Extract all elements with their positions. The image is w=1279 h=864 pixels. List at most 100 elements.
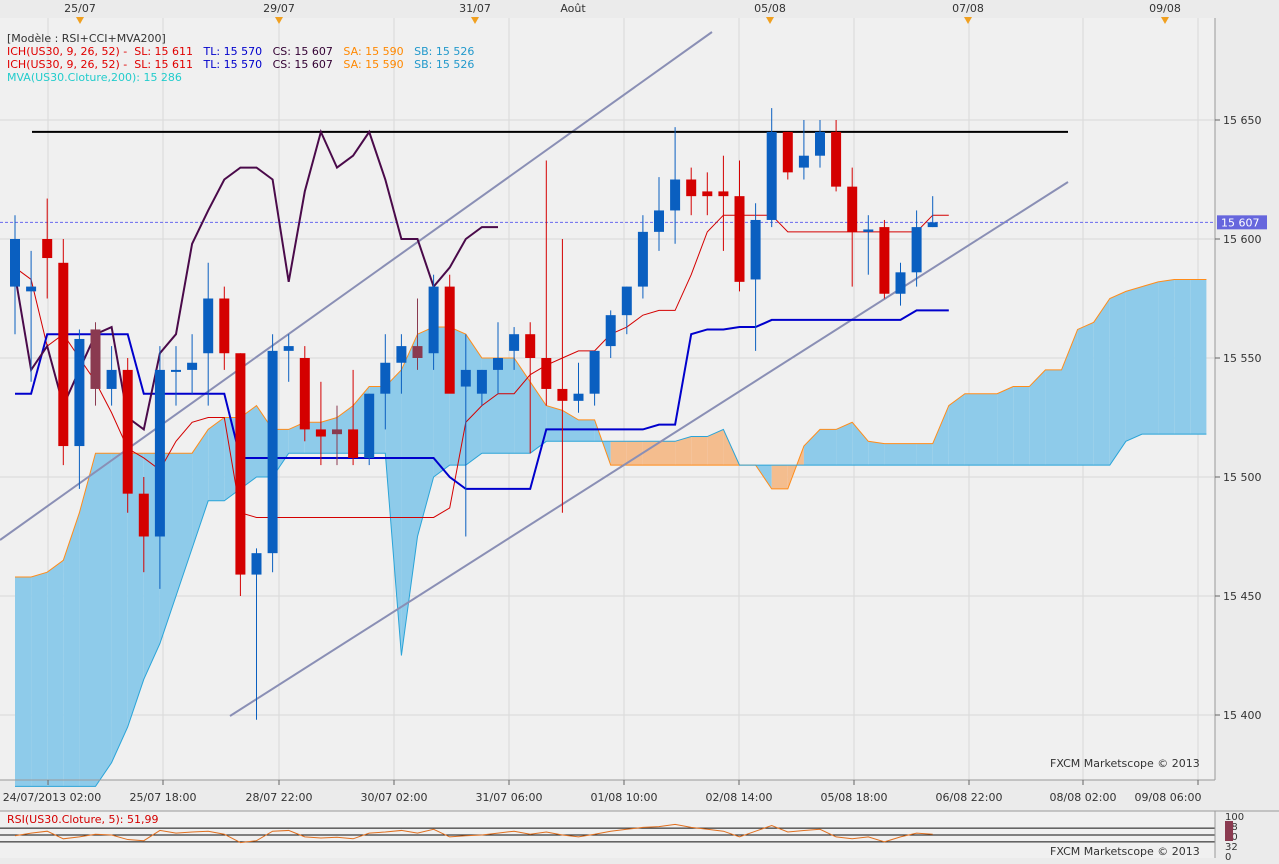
candle-body (364, 393, 375, 458)
candle-body (509, 334, 520, 351)
kumo-segment (1045, 369, 1062, 466)
x-tick-label: 09/08 06:00 (1135, 791, 1202, 804)
indicator-legend: [Modèle : RSI+CCI+MVA200] ICH(US30, 9, 2… (7, 32, 474, 84)
kumo-segment (803, 429, 820, 466)
kumo-segment (47, 560, 64, 787)
candle-body (782, 131, 793, 173)
legend-model: [Modèle : RSI+CCI+MVA200] (7, 32, 166, 45)
y-tick-label: 15 650 (1223, 114, 1262, 127)
date-marker (76, 17, 84, 24)
candle-body (493, 358, 503, 370)
date-marker (275, 17, 283, 24)
x-tick-label: 30/07 02:00 (361, 791, 428, 804)
legend-part: CS: 15 607 (262, 45, 333, 58)
kumo-segment (691, 436, 708, 466)
kumo-segment (981, 393, 998, 466)
top-date-label: 07/08 (952, 2, 984, 15)
kumo-segment (707, 429, 724, 466)
kumo-segment (208, 417, 225, 501)
kumo-segment (288, 422, 305, 454)
candle-body (332, 429, 342, 435)
y-tick-label: 15 600 (1223, 233, 1262, 246)
candle-body (315, 429, 326, 437)
x-tick-label: 01/08 10:00 (591, 791, 658, 804)
watermark-main: FXCM Marketscope © 2013 (1050, 757, 1200, 770)
rsi-line (14, 823, 933, 844)
candle-body (541, 358, 552, 389)
kumo-segment (1061, 329, 1078, 466)
candle-body (203, 298, 214, 354)
kumo-segment (852, 422, 869, 466)
candle-body (219, 298, 230, 354)
legend-part: TL: 15 570 (193, 58, 263, 71)
candle-body (911, 227, 922, 273)
kumo-segment (675, 436, 692, 466)
y-tick-label: 15 400 (1223, 709, 1262, 722)
candle-body (525, 334, 536, 358)
kumo-segment (659, 441, 676, 466)
candle-body (171, 369, 181, 372)
rsi-label: RSI(US30.Cloture, 5): 51,99 (7, 813, 158, 826)
kumo-segment (15, 576, 32, 787)
candle-body (26, 286, 37, 292)
candle-body (686, 179, 697, 197)
candle-body (621, 286, 632, 316)
candle-body (637, 231, 648, 287)
kumo-segment (530, 381, 547, 454)
kumo-segment (546, 405, 563, 442)
kumo-segment (1142, 281, 1159, 435)
price-marker-label: 15 607 (1221, 216, 1260, 229)
y-tick-label: 15 500 (1223, 471, 1262, 484)
legend-part: CS: 15 607 (262, 58, 333, 71)
candle-body (815, 131, 825, 156)
candle-body (589, 350, 600, 394)
top-date-label: 09/08 (1149, 2, 1181, 15)
kumo-segment (465, 334, 482, 466)
candle-body (138, 493, 149, 537)
legend-part: SB: 15 526 (403, 45, 475, 58)
top-date-label: 25/07 (64, 2, 96, 15)
kumo-segment (964, 393, 981, 466)
legend-ichimoku-1: ICH(US30, 9, 26, 52) - SL: 15 611 TL: 15… (7, 45, 474, 58)
candle-body (428, 286, 439, 354)
kumo-segment (385, 369, 402, 656)
x-tick-label: 06/08 22:00 (936, 791, 1003, 804)
date-marker (1161, 17, 1169, 24)
kumo-segment (868, 441, 885, 466)
candle-body (348, 429, 359, 458)
kumo-segment (79, 453, 96, 787)
watermark-rsi: FXCM Marketscope © 2013 (1050, 845, 1200, 858)
kumo-segment (1013, 386, 1030, 466)
x-tick-label: 08/08 02:00 (1050, 791, 1117, 804)
senkou-a-line (15, 278, 1207, 578)
x-tick-label: 24/07/2013 02:00 (3, 791, 102, 804)
kumo-segment (1029, 369, 1046, 466)
rsi-marker (1225, 821, 1233, 841)
legend-ichimoku-2: ICH(US30, 9, 26, 52) - SL: 15 611 TL: 15… (7, 58, 474, 71)
candle-body (90, 329, 101, 389)
senkou-b-line (15, 428, 1207, 787)
top-date-label: 31/07 (459, 2, 491, 15)
rsi-tick-label: 0 (1225, 852, 1231, 860)
candle-body (831, 131, 842, 187)
date-marker (964, 17, 972, 24)
kumo-segment (514, 358, 531, 454)
top-date-strip (0, 0, 1279, 18)
channel-upper-line (0, 31, 713, 541)
kumo-segment (95, 453, 112, 787)
kumo-segment (1174, 279, 1191, 435)
kumo-segment (884, 443, 901, 466)
candle-body (718, 191, 729, 197)
kumo-segment (1158, 279, 1175, 435)
top-date-label: Août (560, 2, 586, 15)
candle-body (750, 219, 761, 280)
legend-part: ICH(US30, 9, 26, 52) - SL: 15 611 (7, 58, 194, 71)
candle-body (654, 210, 664, 232)
kumo-segment (1093, 298, 1110, 466)
kumo-segment (820, 429, 837, 466)
candle-body (734, 196, 745, 282)
price-marker (1217, 215, 1267, 230)
legend-part: SB: 15 526 (403, 58, 475, 71)
